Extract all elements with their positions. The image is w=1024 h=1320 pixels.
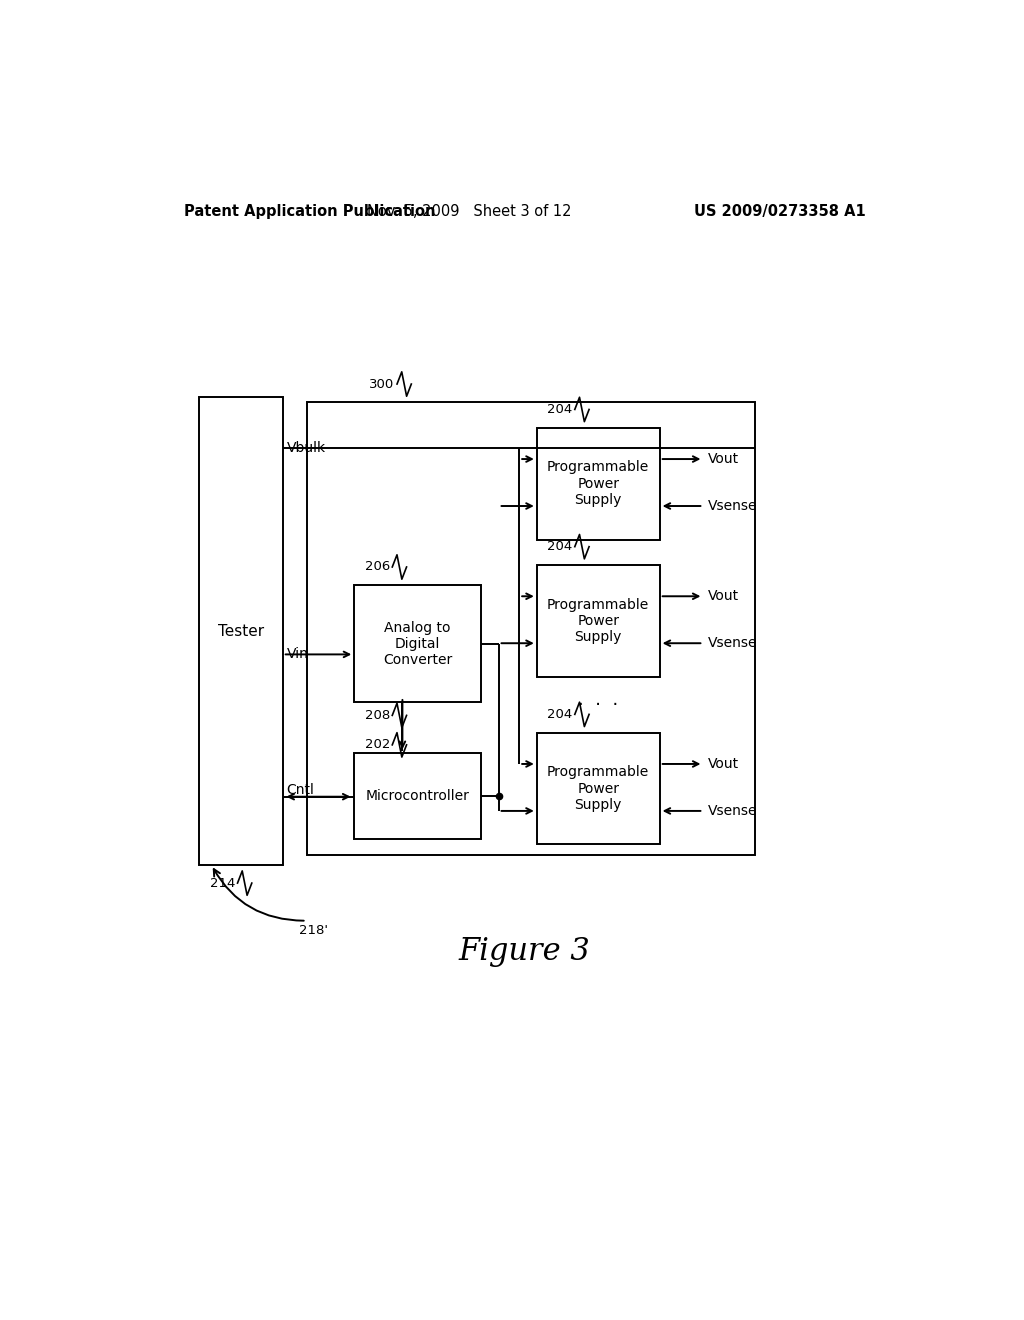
Text: 300: 300 — [370, 378, 394, 391]
Text: Vout: Vout — [709, 451, 739, 466]
Text: ·  ·  ·: · · · — [578, 696, 617, 714]
Bar — [200, 397, 283, 865]
Text: Tester: Tester — [218, 623, 264, 639]
Bar — [354, 585, 481, 702]
Bar — [537, 428, 659, 540]
Text: Vout: Vout — [709, 756, 739, 771]
Text: Nov. 5, 2009   Sheet 3 of 12: Nov. 5, 2009 Sheet 3 of 12 — [367, 205, 571, 219]
Text: Vsense: Vsense — [709, 499, 758, 513]
Text: US 2009/0273358 A1: US 2009/0273358 A1 — [694, 205, 866, 219]
Text: 204: 204 — [547, 708, 572, 721]
Text: Analog to
Digital
Converter: Analog to Digital Converter — [383, 620, 453, 667]
Text: Vout: Vout — [709, 589, 739, 603]
Text: Figure 3: Figure 3 — [459, 936, 591, 966]
Text: 218': 218' — [299, 924, 328, 937]
Bar — [537, 565, 659, 677]
Text: 206: 206 — [365, 561, 390, 573]
Text: Cntl: Cntl — [287, 783, 314, 797]
Text: Programmable
Power
Supply: Programmable Power Supply — [547, 766, 649, 812]
Text: Programmable
Power
Supply: Programmable Power Supply — [547, 598, 649, 644]
Text: Vsense: Vsense — [709, 804, 758, 818]
Bar — [537, 733, 659, 845]
Text: 202: 202 — [365, 738, 390, 751]
Text: Vbulk: Vbulk — [287, 441, 326, 455]
Text: 208: 208 — [365, 709, 390, 722]
Text: Vsense: Vsense — [709, 636, 758, 651]
Text: Patent Application Publication: Patent Application Publication — [183, 205, 435, 219]
Bar — [306, 403, 755, 854]
Text: Microcontroller: Microcontroller — [366, 789, 470, 803]
Text: 214: 214 — [210, 876, 236, 890]
Text: Programmable
Power
Supply: Programmable Power Supply — [547, 461, 649, 507]
Bar — [354, 752, 481, 840]
Text: 204: 204 — [547, 403, 572, 416]
Text: Vin: Vin — [287, 647, 308, 661]
Text: 204: 204 — [547, 540, 572, 553]
